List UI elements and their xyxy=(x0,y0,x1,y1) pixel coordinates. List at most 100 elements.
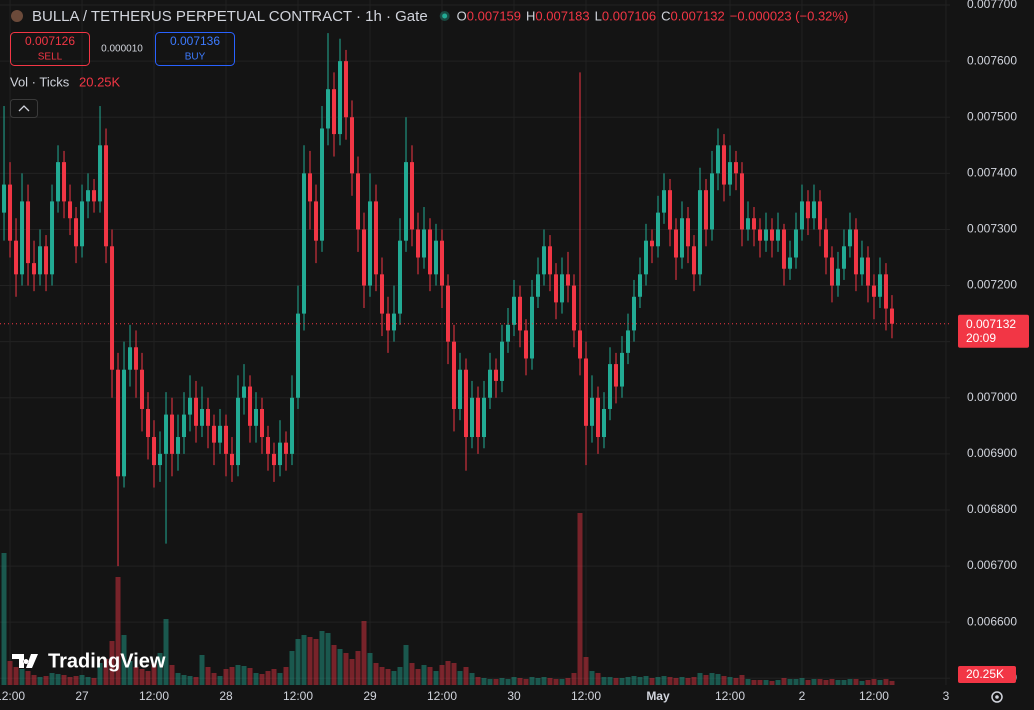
volume-bar xyxy=(733,678,739,685)
candle-body xyxy=(386,313,391,331)
volume-bar xyxy=(103,659,109,685)
volume-bar xyxy=(85,677,91,685)
volume-bar xyxy=(889,680,895,685)
volume-bar xyxy=(745,679,751,685)
candle-body xyxy=(823,229,828,258)
y-tick-label: 0.006700 xyxy=(967,558,1017,572)
candle-body xyxy=(805,201,810,219)
candle-body xyxy=(458,369,463,409)
volume-bar xyxy=(409,663,415,685)
candle-body xyxy=(505,324,510,342)
candle-body xyxy=(224,425,229,454)
ohlc-value: 0.007106 xyxy=(602,8,656,23)
y-tick-label: 0.007600 xyxy=(967,53,1017,67)
buy-label: BUY xyxy=(185,52,206,63)
volume-bar xyxy=(517,678,523,685)
candle-body xyxy=(2,184,7,213)
volume-bar xyxy=(319,631,325,685)
volume-bar xyxy=(181,675,187,685)
volume-bar xyxy=(385,669,391,685)
volume-bar xyxy=(91,678,97,685)
candle-body xyxy=(709,173,714,230)
candle-body xyxy=(661,190,666,213)
volume-bar xyxy=(403,645,409,685)
volume-bar xyxy=(187,676,193,685)
candle-body xyxy=(122,369,127,477)
volume-bar xyxy=(289,651,295,685)
y-tick-label: 0.007500 xyxy=(967,109,1017,123)
candle-body xyxy=(218,425,223,443)
candle-body xyxy=(176,437,181,454)
volume-layer xyxy=(1,513,895,685)
candle-body xyxy=(745,218,750,230)
candle-body xyxy=(637,274,642,297)
volume-bar xyxy=(805,680,811,685)
volume-bar xyxy=(391,671,397,685)
volume-bar xyxy=(169,665,175,685)
volume-bar xyxy=(55,674,61,685)
candle-body xyxy=(583,358,588,426)
candle-layer xyxy=(0,33,950,567)
volume-bar xyxy=(835,680,841,685)
candle-body xyxy=(571,285,576,331)
candle-body xyxy=(86,190,91,202)
sell-button[interactable] xyxy=(10,32,90,66)
y-tick-label: 0.006600 xyxy=(967,614,1017,628)
candle-body xyxy=(541,246,546,275)
volume-bar xyxy=(577,513,583,685)
candle-body xyxy=(793,229,798,258)
x-tick-label: 12:00 xyxy=(139,689,169,703)
candle-body xyxy=(625,330,630,353)
volume-bar xyxy=(133,667,139,685)
candle-body xyxy=(302,173,307,314)
candle-body xyxy=(248,386,253,426)
buy-button[interactable] xyxy=(155,32,235,66)
volume-bar xyxy=(67,677,73,685)
candle-body xyxy=(883,274,888,309)
y-tick-label: 0.006800 xyxy=(967,502,1017,516)
volume-bar xyxy=(625,677,631,685)
volume-bar xyxy=(313,639,319,685)
candle-body xyxy=(212,425,217,443)
volume-bar xyxy=(157,653,163,685)
candle-body xyxy=(200,408,205,426)
candle-body xyxy=(595,397,600,438)
volume-bar xyxy=(841,680,847,685)
volume-bar xyxy=(247,668,253,685)
volume-bar xyxy=(433,671,439,685)
volume-bar xyxy=(253,673,259,685)
collapse-button[interactable] xyxy=(10,99,38,118)
settings-icon[interactable] xyxy=(991,691,1003,703)
volume-bar xyxy=(493,679,499,685)
volume-bar xyxy=(277,673,283,685)
candle-body xyxy=(230,453,235,466)
volume-bar xyxy=(691,677,697,685)
candle-body xyxy=(134,347,139,370)
volume-bar xyxy=(367,653,373,685)
volume-bar xyxy=(565,678,571,685)
volume-bar xyxy=(421,665,427,685)
candle-body xyxy=(410,162,415,230)
volume-bar xyxy=(451,663,457,685)
volume-bar xyxy=(655,677,661,685)
volume-bar xyxy=(553,679,559,685)
x-tick-label: 12:00 xyxy=(0,689,25,703)
volume-bar xyxy=(37,677,43,685)
volume-bar xyxy=(481,678,487,685)
ohlc-legend: O 0.007159 H 0.007183 L 0.007106 C 0.007132 −0.0… xyxy=(457,8,849,23)
volume-bar xyxy=(589,671,595,685)
volume-bar xyxy=(73,676,79,685)
price-tag-value: 0.007132 xyxy=(966,317,1016,331)
candle-body xyxy=(170,414,175,454)
candle-body xyxy=(380,274,385,314)
volume-bar xyxy=(871,679,877,685)
candle-body xyxy=(829,257,834,286)
volume-bar xyxy=(307,637,313,685)
volume-bar xyxy=(739,675,745,685)
candle-body xyxy=(284,442,289,454)
volume-bar xyxy=(487,679,493,685)
volume-bar xyxy=(415,669,421,685)
candle-body xyxy=(553,274,558,303)
candle-body xyxy=(272,453,277,466)
x-tick-label: 29 xyxy=(363,689,377,703)
